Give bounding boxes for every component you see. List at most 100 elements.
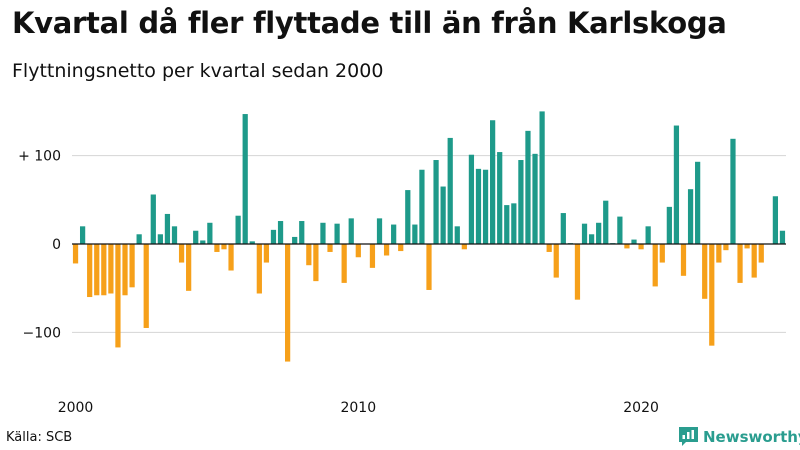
bar: [405, 190, 411, 244]
newsworthy-logo-icon: [679, 427, 698, 446]
gridlines: [72, 155, 786, 333]
bar: [383, 244, 390, 256]
bar: [723, 244, 729, 251]
bar: [666, 206, 672, 244]
bar: [193, 230, 199, 244]
bar: [327, 244, 333, 252]
bar: [772, 196, 779, 244]
bar: [221, 244, 227, 250]
brand-logo[interactable]: Newsworthy: [679, 427, 800, 446]
bar: [306, 244, 312, 266]
bar: [115, 244, 121, 348]
bar: [369, 244, 376, 268]
bar: [504, 205, 510, 244]
bar: [511, 203, 517, 244]
bar: [320, 222, 326, 244]
bar: [659, 244, 665, 263]
x-tick-label: 2010: [340, 400, 376, 416]
bar: [242, 114, 248, 244]
bar: [143, 244, 149, 328]
bar: [695, 161, 701, 244]
bar: [426, 244, 432, 290]
bar: [581, 223, 588, 244]
bar: [709, 244, 715, 346]
bar: [171, 226, 178, 244]
bar: [122, 244, 128, 296]
bar: [292, 236, 298, 244]
bar: [497, 152, 503, 244]
bar: [482, 169, 489, 244]
bar: [490, 120, 496, 244]
bar: [79, 226, 86, 244]
bar: [737, 244, 743, 283]
bar: [638, 244, 644, 250]
bar: [391, 224, 397, 244]
bar: [200, 240, 206, 244]
bar: [652, 244, 658, 287]
bar: [157, 234, 163, 244]
bar: [150, 194, 156, 244]
bar: [235, 215, 241, 244]
bar: [525, 130, 531, 244]
bar: [588, 234, 595, 244]
bar: [687, 189, 694, 244]
bar: [263, 244, 270, 263]
bar: [256, 244, 262, 294]
bar: [673, 125, 680, 244]
bar: [207, 222, 213, 244]
bar: [164, 213, 171, 244]
bar: [702, 244, 708, 299]
bar: [299, 221, 305, 244]
bar: [624, 244, 630, 249]
bar: [214, 244, 220, 252]
bar: [136, 234, 142, 244]
bar: [617, 216, 623, 244]
bar: [87, 244, 93, 298]
bar: [72, 244, 79, 264]
bar: [758, 244, 764, 263]
axes: + 100 0 −100 2000 2010 2020: [18, 149, 786, 416]
chart-title: Kvartal då fler flyttade till än från Ka…: [12, 6, 727, 40]
bar: [412, 224, 418, 244]
bar: [751, 244, 757, 278]
bar: [468, 154, 475, 244]
bar: [334, 223, 340, 244]
bar: [341, 244, 347, 283]
bar: [419, 169, 425, 244]
bar: [560, 213, 566, 244]
bar: [553, 244, 559, 278]
bar: [546, 244, 552, 252]
bar: [178, 244, 185, 263]
bar: [285, 244, 291, 362]
bar: [680, 244, 687, 276]
bar: [779, 230, 786, 244]
x-tick-label: 2000: [58, 400, 94, 416]
bar: [433, 160, 439, 244]
bar: [348, 218, 354, 244]
bar: [186, 244, 192, 291]
bar: [518, 160, 524, 244]
bar: [603, 200, 609, 244]
y-tick-label: + 100: [18, 149, 61, 165]
bar: [631, 239, 637, 244]
bar: [101, 244, 107, 296]
chart-subtitle: Flyttningsnetto per kvartal sedan 2000: [12, 60, 384, 82]
bar: [475, 168, 482, 244]
bar: [313, 244, 319, 282]
bar: [398, 244, 404, 252]
bar: [461, 244, 467, 250]
bar: [270, 229, 277, 244]
bar: [440, 186, 446, 244]
bar: [539, 111, 545, 245]
bar: [355, 244, 361, 258]
x-tick-label: 2020: [623, 400, 659, 416]
bar: [645, 226, 651, 244]
bars: [72, 111, 786, 362]
brand-name: Newsworthy: [703, 427, 800, 446]
y-tick-label: 0: [52, 237, 61, 253]
bar: [447, 137, 453, 244]
source-note: Källa: SCB: [6, 430, 73, 445]
bar: [716, 244, 722, 263]
bar: [129, 244, 135, 288]
bar: [277, 221, 284, 244]
